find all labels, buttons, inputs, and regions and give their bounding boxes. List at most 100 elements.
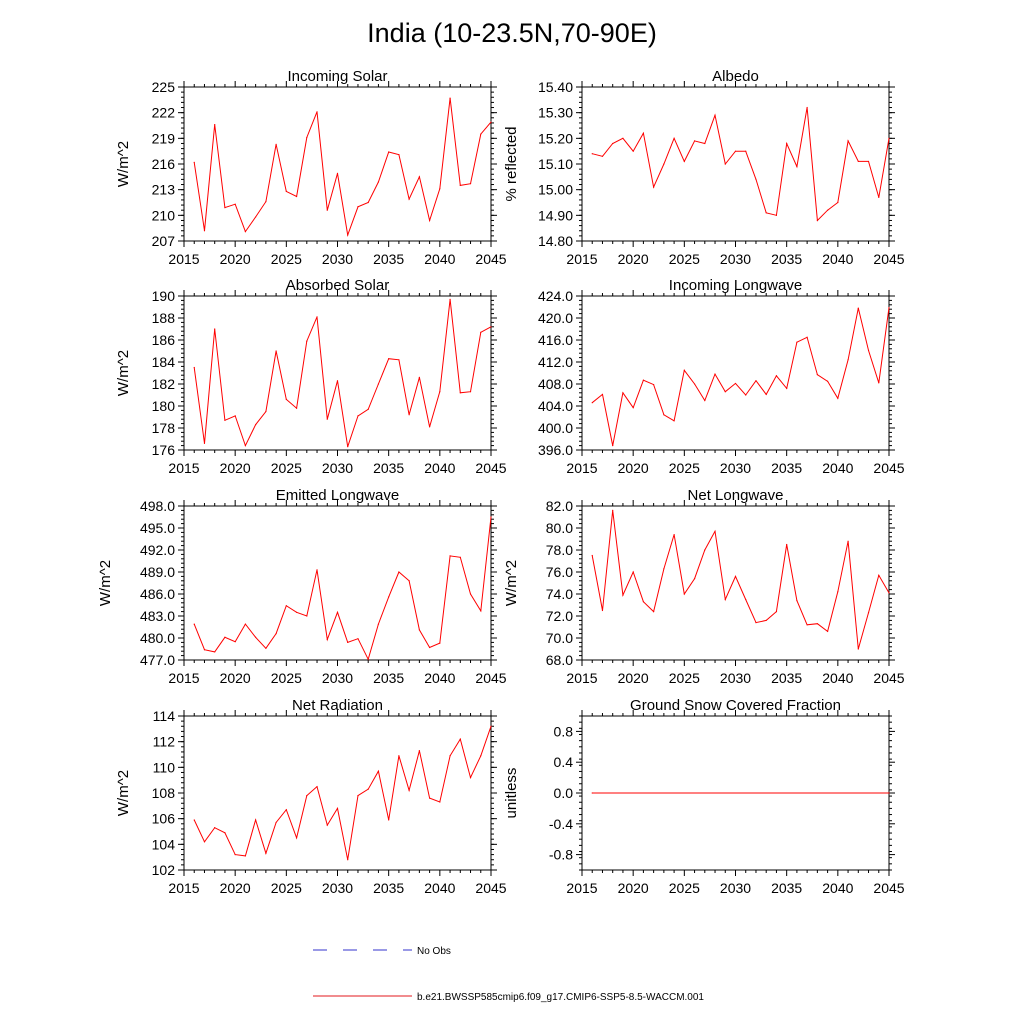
net-radiation-data-point [377, 770, 380, 772]
incoming-solar-data-point [255, 216, 257, 218]
net-radiation-data-point [244, 855, 246, 857]
incoming-longwave-data-point [724, 391, 726, 393]
absorbed-solar-data-point [244, 445, 246, 447]
panel-incoming-solar: Incoming Solar 2015 2020 2025 2030 2035 2040 20… [115, 68, 507, 267]
net-radiation-data-point [439, 801, 441, 803]
absorbed-solar-data-point [285, 398, 287, 400]
emitted-longwave-ytick-label: 495.0 [140, 520, 175, 536]
net-longwave-data-point [693, 578, 696, 580]
incoming-longwave-xtick-label: 2015 [566, 460, 597, 476]
ground-snow-covered-fraction-data-point [888, 792, 890, 794]
absorbed-solar-xtick-label: 2025 [271, 460, 302, 476]
albedo-series-line [592, 107, 890, 222]
incoming-solar-data-point [439, 188, 441, 190]
incoming-longwave-data-point [878, 382, 880, 384]
absorbed-solar-data-point [224, 419, 226, 421]
net-radiation-data-point [285, 809, 287, 811]
net-longwave-ytick-label: 80.0 [546, 520, 573, 536]
incoming-longwave-series-line [591, 307, 890, 446]
albedo-xtick-label: 2025 [669, 251, 700, 267]
incoming-longwave-data-point [601, 393, 604, 396]
incoming-solar-ytick-label: 225 [152, 79, 176, 95]
emitted-longwave-data-point [388, 596, 390, 598]
incoming-longwave-data-point [837, 397, 839, 399]
net-longwave-data-point [765, 619, 767, 622]
panel-absorbed-solar: Absorbed Solar 2015 2020 2025 2030 2035 2040 20… [115, 277, 507, 476]
incoming-longwave-data-point [591, 402, 593, 404]
incoming-longwave-frame [581, 295, 890, 451]
net-radiation-xtick-label: 2045 [475, 880, 506, 896]
absorbed-solar-ytick-label: 186 [152, 332, 176, 348]
emitted-longwave-data-point [367, 658, 369, 660]
net-radiation-data-point [316, 785, 318, 788]
albedo-data-point [796, 165, 798, 168]
albedo-data-point [888, 137, 890, 139]
incoming-solar-data-point [357, 206, 359, 208]
absorbed-solar-data-point [326, 418, 328, 420]
albedo-title: Albedo [712, 68, 759, 85]
albedo-data-point [704, 142, 706, 145]
net-longwave-data-point [888, 592, 890, 594]
albedo-data-point [786, 142, 788, 145]
net-longwave-data-point [878, 574, 880, 576]
ground-snow-covered-fraction-xtick-label: 2040 [822, 880, 853, 896]
absorbed-solar-data-point [367, 408, 369, 410]
net-longwave-data-point [612, 509, 614, 511]
net-radiation-data-point [357, 794, 359, 797]
absorbed-solar-data-point [265, 410, 267, 413]
net-longwave-data-point [653, 611, 655, 613]
net-radiation-data-point [255, 819, 257, 821]
incoming-solar-data-point [367, 201, 369, 204]
panel-net-longwave: Net Longwave 2015 2020 2025 2030 2035 2040 2045… [503, 487, 905, 686]
albedo-data-point [827, 209, 829, 211]
emitted-longwave-data-point [336, 611, 339, 613]
ground-snow-covered-fraction-xtick-label: 2045 [873, 880, 904, 896]
absorbed-solar-data-point [388, 358, 390, 360]
albedo-ytick-label: 14.80 [538, 233, 573, 249]
net-radiation-data-point [306, 794, 308, 797]
albedo-ytick-label: 15.40 [538, 79, 573, 95]
incoming-solar-data-point [490, 121, 492, 123]
panel-ground-snow-covered-fraction: Ground Snow Covered Fraction 2015 2020 2025… [503, 697, 905, 896]
emitted-longwave-data-point [449, 555, 451, 557]
ground-snow-covered-fraction-xtick-label: 2035 [771, 880, 802, 896]
incoming-solar-data-point [214, 124, 216, 126]
net-longwave-data-point [786, 543, 788, 546]
incoming-solar-frame [183, 86, 492, 242]
net-longwave-data-point [591, 554, 593, 557]
absorbed-solar-data-point [336, 380, 339, 382]
albedo-data-point [612, 142, 614, 145]
emitted-longwave-ytick-label: 477.0 [140, 652, 175, 668]
incoming-longwave-data-point [622, 392, 624, 394]
albedo-data-point [734, 150, 737, 152]
legend: No Obs b.e21.BWSSP585cmip6.f09_g17.CMIP6… [313, 946, 704, 1003]
incoming-longwave-data-point [857, 307, 859, 309]
incoming-longwave-data-point [642, 379, 645, 381]
net-longwave-data-point [816, 623, 818, 625]
net-longwave-data-point [806, 624, 808, 626]
incoming-longwave-data-point [673, 420, 675, 422]
incoming-longwave-data-point [612, 445, 614, 447]
emitted-longwave-ytick-label: 492.0 [140, 542, 175, 558]
emitted-longwave-data-point [316, 569, 318, 571]
net-radiation-ytick-label: 110 [153, 759, 176, 775]
ground-snow-covered-fraction-ytick-label: 0.4 [554, 754, 574, 770]
absorbed-solar-ylabel: W/m^2 [115, 350, 132, 396]
incoming-longwave-data-point [867, 349, 870, 352]
incoming-solar-xtick-label: 2025 [271, 251, 302, 267]
albedo-xtick-label: 2015 [566, 251, 597, 267]
emitted-longwave-xtick-label: 2035 [373, 670, 404, 686]
emitted-longwave-xtick-label: 2025 [271, 670, 302, 686]
ground-snow-covered-fraction-xtick-label: 2015 [566, 880, 597, 896]
legend-no-obs-label: No Obs [417, 946, 451, 957]
emitted-longwave-data-point [490, 516, 492, 518]
absorbed-solar-data-point [469, 391, 472, 393]
incoming-longwave-data-point [755, 380, 757, 382]
incoming-solar-data-point [295, 195, 298, 198]
net-radiation-data-point [224, 832, 226, 834]
incoming-solar-xtick-label: 2045 [475, 251, 506, 267]
emitted-longwave-data-point [214, 651, 216, 653]
incoming-longwave-data-point [704, 399, 706, 402]
incoming-longwave-title: Incoming Longwave [669, 277, 802, 294]
net-longwave-data-point [632, 571, 634, 573]
